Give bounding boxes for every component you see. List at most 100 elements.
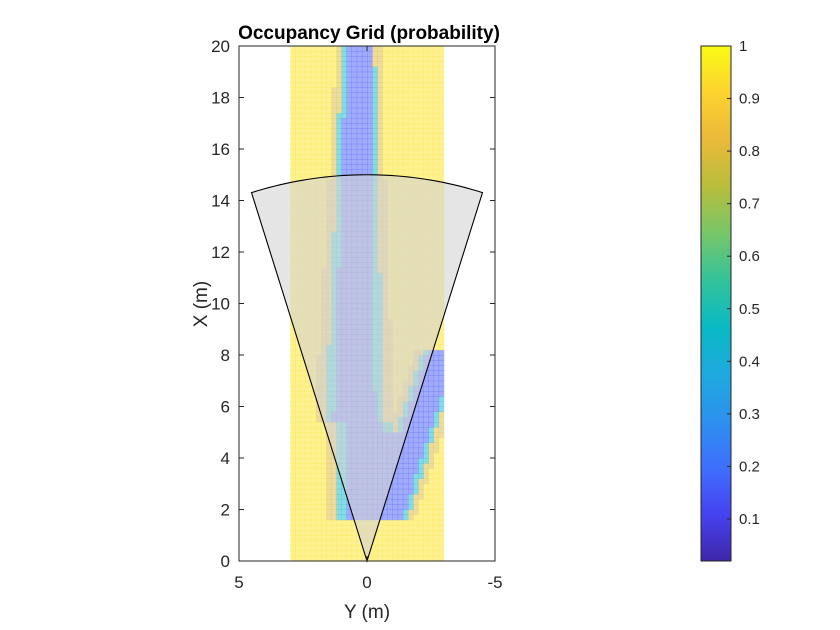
grid-cell: [402, 76, 409, 83]
grid-cell: [372, 133, 378, 140]
grid-cell: [356, 107, 363, 114]
grid-cell: [315, 406, 322, 413]
grid-cell: [423, 519, 429, 526]
grid-cell: [356, 540, 363, 546]
grid-cell: [310, 458, 317, 464]
grid-cell: [392, 87, 399, 93]
grid-cell: [397, 509, 404, 516]
grid-cell: [402, 66, 409, 73]
grid-cell: [428, 66, 434, 73]
grid-cell: [356, 46, 363, 52]
grid-cell: [295, 169, 301, 176]
grid-cell: [377, 149, 383, 155]
grid-cell: [315, 92, 322, 98]
grid-cell: [326, 545, 332, 552]
grid-cell: [438, 447, 445, 454]
grid-cell: [418, 123, 424, 129]
grid-cell: [290, 391, 296, 397]
grid-cell: [336, 509, 342, 516]
grid-cell: [428, 514, 434, 521]
grid-cell: [407, 432, 414, 438]
grid-cell: [413, 478, 419, 485]
grid-cell: [413, 488, 419, 495]
grid-cell: [315, 76, 322, 83]
grid-cell: [300, 133, 306, 140]
grid-cell: [423, 514, 429, 521]
grid-cell: [418, 164, 424, 170]
grid-cell: [433, 494, 440, 500]
grid-cell: [346, 169, 353, 176]
grid-cell: [295, 396, 301, 402]
grid-cell: [300, 102, 306, 109]
grid-cell: [402, 530, 409, 536]
grid-cell: [397, 555, 404, 561]
grid-cell: [326, 478, 332, 485]
grid-cell: [413, 416, 419, 423]
grid-cell: [336, 76, 342, 83]
colorbar: [700, 45, 732, 562]
grid-cell: [367, 149, 373, 155]
grid-cell: [305, 499, 312, 505]
grid-cell: [295, 488, 301, 495]
grid-cell: [331, 483, 337, 490]
grid-cell: [295, 66, 301, 73]
grid-cell: [346, 56, 353, 62]
grid-cell: [387, 138, 393, 145]
grid-cell: [300, 545, 306, 552]
grid-cell: [372, 123, 378, 129]
grid-cell: [397, 97, 404, 104]
grid-cell: [310, 442, 317, 449]
grid-cell: [372, 92, 378, 98]
grid-cell: [310, 56, 317, 62]
grid-cell: [433, 360, 440, 366]
grid-cell: [397, 112, 404, 119]
grid-cell: [326, 473, 332, 479]
grid-cell: [377, 159, 383, 165]
grid-cell: [341, 164, 347, 170]
grid-cell: [377, 66, 383, 73]
grid-cell: [320, 82, 327, 88]
grid-cell: [336, 530, 342, 536]
grid-cell: [341, 143, 347, 150]
grid-cell: [377, 535, 383, 541]
grid-cell: [305, 385, 312, 392]
grid-cell: [392, 473, 399, 479]
grid-cell: [351, 128, 358, 134]
grid-cell: [438, 61, 445, 67]
grid-cell: [331, 102, 337, 109]
grid-cell: [300, 473, 306, 479]
grid-cell: [356, 51, 363, 57]
grid-cell: [428, 174, 434, 181]
grid-cell: [428, 452, 434, 459]
grid-cell: [372, 149, 378, 155]
grid-cell: [290, 432, 296, 438]
grid-cell: [433, 61, 440, 67]
grid-cell: [397, 82, 404, 88]
grid-cell: [305, 442, 312, 449]
grid-cell: [407, 138, 414, 145]
y-tick-label: 0: [221, 552, 230, 571]
grid-cell: [413, 97, 419, 104]
grid-cell: [331, 97, 337, 104]
grid-cell: [438, 509, 445, 516]
grid-cell: [372, 550, 378, 557]
grid-cell: [361, 112, 368, 119]
grid-cell: [418, 509, 424, 516]
grid-cell: [315, 51, 322, 57]
grid-cell: [300, 468, 306, 474]
grid-cell: [428, 133, 434, 140]
grid-cell: [295, 524, 301, 531]
grid-cell: [315, 540, 322, 546]
grid-cell: [428, 401, 434, 407]
grid-cell: [331, 545, 337, 552]
grid-cell: [290, 76, 296, 83]
grid-cell: [397, 138, 404, 145]
grid-cell: [295, 530, 301, 536]
grid-cell: [372, 545, 378, 552]
grid-cell: [290, 535, 296, 541]
grid-cell: [402, 468, 409, 474]
grid-cell: [402, 519, 409, 526]
grid-cell: [407, 421, 414, 428]
colorbar-tick-label: 0.6: [739, 248, 760, 265]
